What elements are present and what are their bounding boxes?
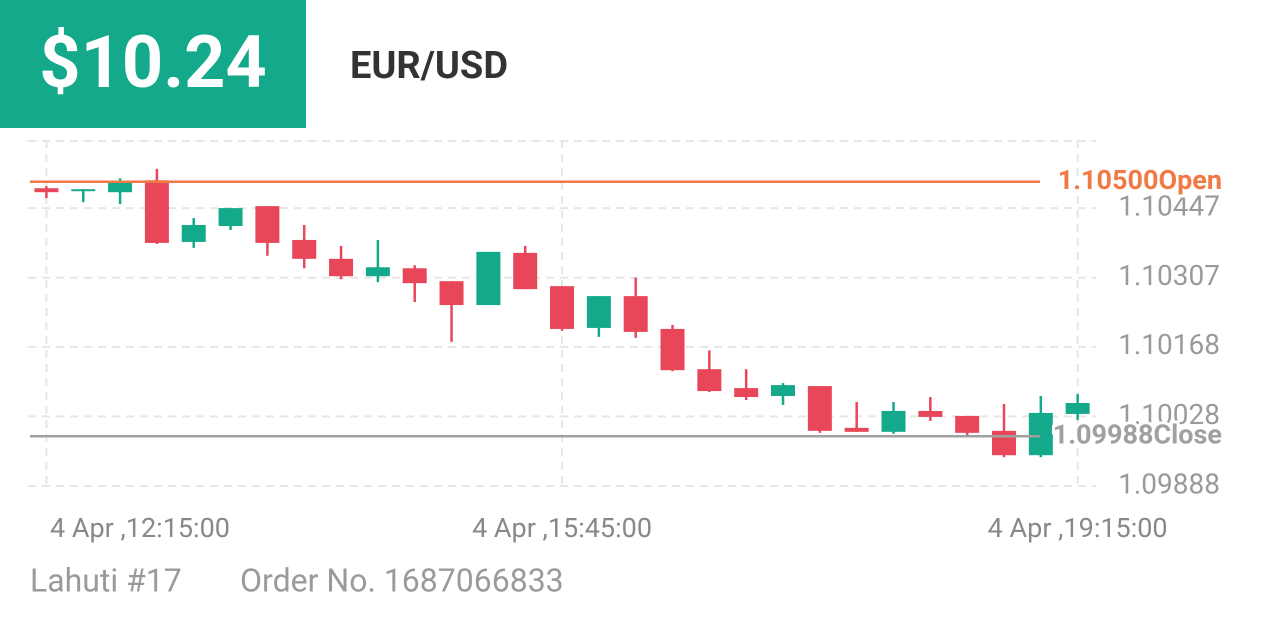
pair: EUR/USD [350,44,508,88]
y-tick-label: 1.09888 [1118,467,1220,500]
order-number: Order No. 1687066833 [240,561,564,599]
candle-body [586,296,611,328]
candle-body [697,369,722,392]
y-tick-label: 1.10028 [1118,398,1220,431]
x-tick-label: 4 Apr ,19:15:00 [988,512,1168,544]
candle-body [955,415,980,433]
candle-body [881,410,906,432]
candle-body [807,386,832,431]
candle-body [181,225,206,242]
candle-body [513,252,538,290]
candle-body [660,328,685,371]
x-tick-label: 4 Apr ,12:15:00 [50,512,230,544]
x-tick-label: 4 Apr ,15:45:00 [472,512,652,544]
y-tick-label: 1.10168 [1118,328,1220,361]
candle-body [623,296,648,332]
candle-body [771,385,796,397]
amount: $10.24 [39,20,266,105]
candle-body [1028,412,1053,456]
candle-body [991,430,1016,456]
amount-box [0,0,306,128]
candle-body [292,239,317,259]
candle-body [439,281,464,306]
candle-body [255,206,280,243]
candle-body [918,410,943,417]
y-tick-label: 1.10307 [1118,259,1220,292]
candle-body [1065,402,1090,414]
candle-body [71,189,96,192]
candle-body [734,388,759,398]
candle-body [550,286,575,329]
price-line-label: 1.09988Close [1053,418,1222,450]
candle-body [108,182,133,193]
candle-body [144,180,169,243]
candle-body [218,208,243,227]
candle-body [329,258,354,277]
candle-body [402,268,427,284]
price-line-label: 1.10500Open [1058,164,1222,196]
candle-body [476,251,501,306]
candle-body [34,188,59,193]
candle-body [844,427,869,432]
y-tick-label: 1.10447 [1118,190,1220,223]
account: Lahuti #17 [30,561,182,599]
candle-body [365,267,390,277]
